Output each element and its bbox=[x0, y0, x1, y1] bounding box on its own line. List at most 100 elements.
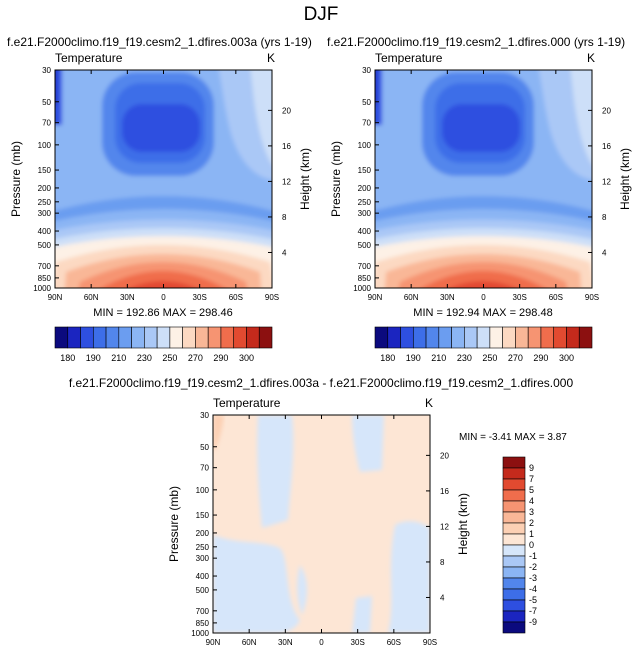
y-right-tick-label: 20 bbox=[282, 106, 291, 115]
colorbar-swatch bbox=[502, 456, 526, 469]
y-right-tick-label: 12 bbox=[602, 177, 611, 186]
colorbar-swatch bbox=[502, 555, 526, 568]
y-tick-label: 700 bbox=[196, 607, 210, 616]
y-right-tick-label: 4 bbox=[440, 593, 445, 602]
colorbar-swatch bbox=[80, 326, 94, 349]
colorbar-swatch bbox=[220, 326, 235, 349]
y-tick-label: 500 bbox=[358, 241, 372, 250]
colorbar-swatch bbox=[451, 326, 465, 349]
panel-a-title: f.e21.F2000climo.f19_f19.cesm2_1.dfires.… bbox=[7, 35, 312, 49]
x-tick-label: 90S bbox=[423, 638, 437, 647]
colorbar-swatch bbox=[502, 544, 526, 557]
y-axis-right-label: Height (km) bbox=[298, 148, 312, 210]
x-tick-label: 0 bbox=[161, 293, 166, 302]
y-tick-label: 400 bbox=[196, 572, 210, 581]
colorbar-label: 190 bbox=[86, 353, 101, 363]
x-tick-label: 30S bbox=[513, 293, 527, 302]
colorbar-label: 270 bbox=[188, 353, 203, 363]
colorbar-swatch bbox=[67, 326, 81, 349]
colorbar-swatch bbox=[54, 326, 69, 349]
y-right-tick-label: 20 bbox=[602, 106, 611, 115]
y-tick-label: 50 bbox=[42, 98, 51, 107]
colorbar-swatch bbox=[502, 621, 526, 634]
colorbar-label: -2 bbox=[529, 562, 537, 572]
colorbar-swatch bbox=[156, 326, 171, 349]
y-tick-label: 150 bbox=[196, 511, 210, 520]
colorbar-label: 0 bbox=[529, 540, 534, 550]
y-tick-label: 400 bbox=[358, 227, 372, 236]
panel-b-colorbar: 180 190 210 230 250 270 290 300 bbox=[374, 326, 593, 363]
colorbar-label: 2 bbox=[529, 518, 534, 528]
panel-b-subtitle-right: K bbox=[587, 51, 595, 65]
colorbar-label: 300 bbox=[559, 353, 574, 363]
colorbar-label: 190 bbox=[406, 353, 421, 363]
colorbar-label: 290 bbox=[213, 353, 228, 363]
y-tick-label: 50 bbox=[200, 443, 209, 452]
y-right-tick-label: 12 bbox=[282, 177, 291, 186]
panel-a-min-max: MIN = 192.86 MAX = 298.46 bbox=[93, 307, 232, 319]
colorbar-swatch bbox=[502, 500, 526, 513]
colorbar-label: -1 bbox=[529, 551, 537, 561]
colorbar-swatch bbox=[131, 326, 145, 349]
colorbar-swatch bbox=[169, 326, 183, 349]
x-tick-label: 90N bbox=[206, 638, 221, 647]
colorbar-swatch bbox=[246, 326, 260, 349]
y-right-tick-label: 4 bbox=[602, 248, 607, 257]
y-axis-label: Pressure (mb) bbox=[9, 141, 23, 217]
x-tick-label: 30S bbox=[351, 638, 365, 647]
colorbar-swatch bbox=[182, 326, 196, 349]
colorbar-swatch bbox=[425, 326, 440, 349]
colorbar-swatch bbox=[515, 326, 529, 349]
colorbar-swatch bbox=[144, 326, 158, 349]
colorbar-label: 250 bbox=[482, 353, 497, 363]
y-tick-label: 300 bbox=[196, 554, 210, 563]
figure-title: DJF bbox=[304, 4, 339, 25]
y-tick-label: 700 bbox=[38, 262, 52, 271]
y-right-tick-label: 8 bbox=[602, 213, 607, 222]
colorbar-swatch bbox=[92, 326, 107, 349]
y-tick-label: 1000 bbox=[33, 284, 51, 293]
panel-c-subtitle-right: K bbox=[425, 396, 433, 410]
colorbar-label: 290 bbox=[533, 353, 548, 363]
x-tick-label: 30N bbox=[440, 293, 455, 302]
colorbar-swatch bbox=[374, 326, 389, 349]
x-tick-label: 60S bbox=[229, 293, 243, 302]
panel-a-colorbar: 180 190 210 230 250 270 290 300 bbox=[54, 326, 273, 363]
panel-a-subtitle-left: Temperature bbox=[55, 51, 123, 65]
y-right-tick-label: 4 bbox=[282, 248, 287, 257]
colorbar-swatch bbox=[566, 326, 580, 349]
x-tick-label: 30N bbox=[120, 293, 135, 302]
y-tick-label: 50 bbox=[362, 98, 371, 107]
panel-c-field bbox=[213, 415, 430, 633]
panel-b-min-max: MIN = 192.94 MAX = 298.48 bbox=[413, 307, 552, 319]
panel-c: f.e21.F2000climo.f19_f19.cesm2_1.dfires.… bbox=[69, 376, 574, 647]
colorbar-swatch bbox=[540, 326, 555, 349]
x-tick-label: 90S bbox=[265, 293, 279, 302]
y-right-tick-label: 8 bbox=[282, 213, 287, 222]
y-axis-right-label: Height (km) bbox=[456, 493, 470, 555]
y-tick-label: 1000 bbox=[353, 284, 371, 293]
colorbar-label: 180 bbox=[380, 353, 395, 363]
colorbar-label: -7 bbox=[529, 606, 537, 616]
y-tick-label: 250 bbox=[196, 543, 210, 552]
x-tick-label: 0 bbox=[481, 293, 486, 302]
colorbar-swatch bbox=[412, 326, 427, 349]
colorbar-swatch bbox=[438, 326, 452, 349]
colorbar-swatch bbox=[502, 511, 526, 524]
panel-a-axes: 90N 60N 30N 0 30S 60S 90S 30 50 70 100 150 200 250 300… bbox=[9, 66, 312, 302]
panel-c-min-max: MIN = -3.41 MAX = 3.87 bbox=[459, 432, 567, 443]
y-tick-label: 30 bbox=[362, 66, 371, 75]
colorbar-label: 180 bbox=[60, 353, 75, 363]
y-axis-label: Pressure (mb) bbox=[167, 486, 181, 562]
x-tick-label: 60N bbox=[404, 293, 419, 302]
colorbar-swatch bbox=[195, 326, 209, 349]
x-tick-label: 90N bbox=[48, 293, 63, 302]
colorbar-swatch bbox=[489, 326, 503, 349]
colorbar-label: 5 bbox=[529, 485, 534, 495]
y-tick-label: 500 bbox=[196, 586, 210, 595]
x-tick-label: 30N bbox=[278, 638, 293, 647]
panel-c-title: f.e21.F2000climo.f19_f19.cesm2_1.dfires.… bbox=[69, 376, 574, 390]
panel-c-subtitle-left: Temperature bbox=[213, 396, 281, 410]
colorbar-swatch bbox=[502, 533, 526, 546]
